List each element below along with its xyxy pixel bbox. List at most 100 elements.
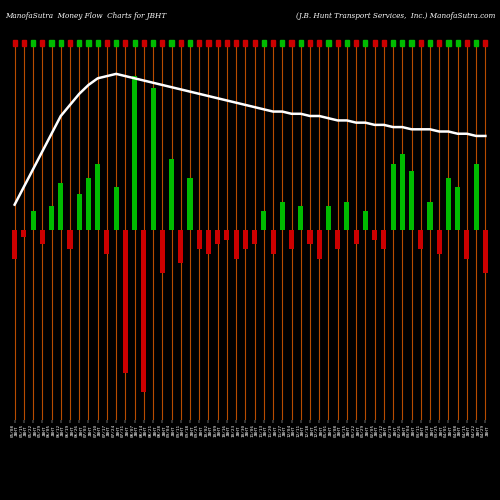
Text: ManofaSutra  Money Flow  Charts for JBHT: ManofaSutra Money Flow Charts for JBHT <box>5 12 166 20</box>
Bar <box>464 230 469 258</box>
Bar <box>22 230 26 237</box>
Bar <box>150 88 156 230</box>
Bar <box>160 230 165 273</box>
Bar <box>308 230 312 244</box>
Bar <box>40 40 44 46</box>
Bar <box>317 40 322 46</box>
Bar <box>428 40 432 46</box>
Bar <box>132 40 136 46</box>
Bar <box>215 230 220 244</box>
Bar <box>484 40 488 46</box>
Bar <box>132 76 137 230</box>
Bar <box>290 40 294 46</box>
Bar <box>68 40 72 46</box>
Bar <box>234 230 238 258</box>
Bar <box>197 40 202 46</box>
Bar <box>206 40 210 46</box>
Bar <box>86 40 90 46</box>
Bar <box>271 40 275 46</box>
Bar <box>244 40 248 46</box>
Bar <box>345 40 349 46</box>
Bar <box>124 40 128 46</box>
Bar <box>298 206 304 230</box>
Bar <box>30 211 36 230</box>
Bar <box>50 40 54 46</box>
Bar <box>446 178 451 230</box>
Bar <box>12 40 16 46</box>
Bar <box>474 40 478 46</box>
Bar <box>308 40 312 46</box>
Bar <box>455 187 460 230</box>
Bar <box>474 164 478 230</box>
Bar <box>252 40 256 46</box>
Bar <box>391 40 395 46</box>
Bar <box>465 40 469 46</box>
Bar <box>160 40 164 46</box>
Bar <box>436 230 442 254</box>
Bar <box>437 40 442 46</box>
Bar <box>418 230 424 249</box>
Bar <box>262 211 266 230</box>
Bar <box>418 40 423 46</box>
Bar <box>123 230 128 372</box>
Bar <box>270 230 276 254</box>
Bar <box>40 230 45 244</box>
Bar <box>12 230 17 258</box>
Bar <box>234 40 238 46</box>
Bar <box>22 40 26 46</box>
Bar <box>316 230 322 258</box>
Bar <box>280 202 285 230</box>
Bar <box>225 40 229 46</box>
Bar <box>170 40 173 46</box>
Bar <box>96 40 100 46</box>
Bar <box>206 230 211 254</box>
Bar <box>446 40 450 46</box>
Bar <box>188 40 192 46</box>
Bar <box>409 170 414 230</box>
Bar <box>142 40 146 46</box>
Bar <box>142 230 146 392</box>
Bar <box>335 230 340 249</box>
Bar <box>344 202 350 230</box>
Bar <box>76 194 82 230</box>
Text: (J.B. Hunt Transport Services,  Inc.) ManofaSutra.com: (J.B. Hunt Transport Services, Inc.) Man… <box>296 12 495 20</box>
Bar <box>252 230 257 244</box>
Bar <box>114 40 118 46</box>
Bar <box>382 230 386 249</box>
Bar <box>483 230 488 273</box>
Bar <box>363 211 368 230</box>
Bar <box>114 187 118 230</box>
Bar <box>58 182 64 230</box>
Bar <box>188 178 192 230</box>
Bar <box>364 40 368 46</box>
Bar <box>400 154 405 230</box>
Bar <box>298 40 303 46</box>
Bar <box>104 230 110 254</box>
Bar <box>178 230 184 263</box>
Bar <box>326 206 331 230</box>
Bar <box>410 40 414 46</box>
Bar <box>372 40 376 46</box>
Bar <box>428 202 432 230</box>
Bar <box>456 40 460 46</box>
Bar <box>354 40 358 46</box>
Bar <box>400 40 404 46</box>
Bar <box>77 40 82 46</box>
Bar <box>86 178 91 230</box>
Bar <box>326 40 330 46</box>
Bar <box>390 164 396 230</box>
Bar <box>58 40 63 46</box>
Bar <box>336 40 340 46</box>
Bar <box>95 164 100 230</box>
Bar <box>382 40 386 46</box>
Bar <box>31 40 35 46</box>
Bar <box>151 40 155 46</box>
Bar <box>68 230 72 249</box>
Bar <box>354 230 358 244</box>
Bar <box>196 230 202 249</box>
Bar <box>224 230 230 239</box>
Bar <box>372 230 377 239</box>
Bar <box>49 206 54 230</box>
Bar <box>289 230 294 249</box>
Bar <box>262 40 266 46</box>
